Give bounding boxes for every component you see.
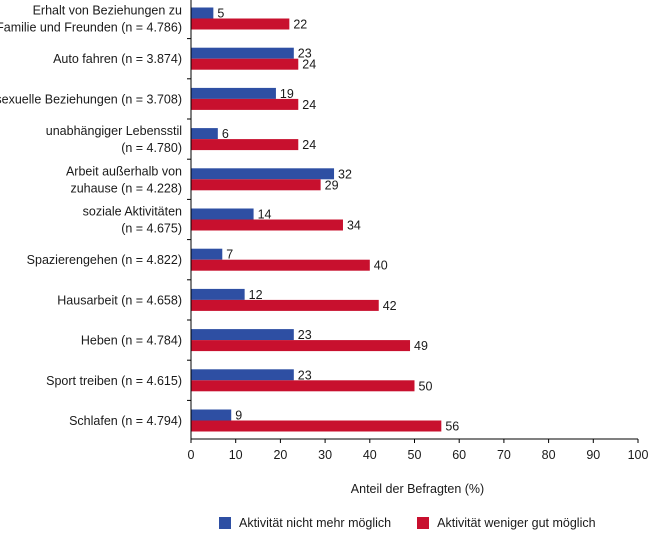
x-tick-label: 40 bbox=[363, 448, 377, 462]
data-label: 12 bbox=[249, 288, 263, 302]
bar-less-possible bbox=[191, 98, 299, 110]
x-tick-label: 60 bbox=[452, 448, 466, 462]
category-label: Auto fahren (n = 3.874) bbox=[53, 52, 182, 66]
x-tick-label: 30 bbox=[318, 448, 332, 462]
data-label: 6 bbox=[222, 127, 229, 141]
data-label: 7 bbox=[226, 248, 233, 262]
bar-less-possible bbox=[191, 219, 343, 231]
x-tick-label: 0 bbox=[188, 448, 195, 462]
x-tick-label: 50 bbox=[408, 448, 422, 462]
category-label: Sport treiben (n = 4.615) bbox=[46, 374, 182, 388]
legend: Aktivität nicht mehr möglich Aktivität w… bbox=[219, 516, 622, 530]
data-label: 19 bbox=[280, 87, 294, 101]
bar-not-possible bbox=[191, 329, 294, 341]
category-label: Hausarbeit (n = 4.658) bbox=[57, 293, 182, 307]
legend-swatch-blue bbox=[219, 517, 231, 529]
bar-less-possible bbox=[191, 380, 415, 392]
x-tick-label: 80 bbox=[542, 448, 556, 462]
data-label: 50 bbox=[419, 379, 433, 393]
data-label: 14 bbox=[258, 208, 272, 222]
bar-not-possible bbox=[191, 369, 294, 381]
x-tick-label: 20 bbox=[273, 448, 287, 462]
data-label: 49 bbox=[414, 339, 428, 353]
data-label: 24 bbox=[302, 98, 316, 112]
category-label: Spazierengehen (n = 4.822) bbox=[27, 253, 182, 267]
x-tick-label: 70 bbox=[497, 448, 511, 462]
data-label: 23 bbox=[298, 368, 312, 382]
legend-swatch-red bbox=[417, 517, 430, 529]
category-label: unabhängiger Lebensstil (n = 4.780) bbox=[46, 124, 182, 155]
bar-less-possible bbox=[191, 340, 411, 352]
bar-not-possible bbox=[191, 208, 254, 220]
bar-less-possible bbox=[191, 18, 290, 30]
data-label: 23 bbox=[298, 47, 312, 61]
category-label: sexuelle Beziehungen (n = 3.708) bbox=[0, 92, 182, 106]
data-label: 24 bbox=[302, 58, 316, 72]
bar-less-possible bbox=[191, 420, 442, 432]
x-tick-label: 100 bbox=[628, 448, 649, 462]
bars-group bbox=[191, 7, 442, 432]
category-label: Erhalt von Beziehungen zu Familie und Fre… bbox=[0, 4, 182, 35]
bar-less-possible bbox=[191, 259, 370, 271]
bar-less-possible bbox=[191, 58, 299, 70]
x-axis-title: Anteil der Befragten (%) bbox=[351, 482, 484, 496]
bar-less-possible bbox=[191, 299, 379, 311]
bar-not-possible bbox=[191, 288, 245, 300]
data-label: 32 bbox=[338, 167, 352, 181]
category-label: soziale Aktivitäten (n = 4.675) bbox=[83, 205, 182, 236]
legend-label-less-possible: Aktivität weniger gut möglich bbox=[437, 516, 596, 530]
data-label: 22 bbox=[293, 18, 307, 32]
bar-not-possible bbox=[191, 409, 232, 421]
bar-not-possible bbox=[191, 128, 218, 140]
data-label: 5 bbox=[217, 7, 224, 21]
category-label: Schlafen (n = 4.794) bbox=[69, 414, 182, 428]
data-label: 23 bbox=[298, 328, 312, 342]
bar-not-possible bbox=[191, 7, 214, 19]
legend-item-not-possible: Aktivität nicht mehr möglich bbox=[219, 516, 391, 530]
data-label: 56 bbox=[445, 420, 459, 434]
data-label: 42 bbox=[383, 299, 397, 313]
data-label: 29 bbox=[325, 178, 339, 192]
bar-less-possible bbox=[191, 139, 299, 151]
data-label: 40 bbox=[374, 259, 388, 273]
x-tick-label: 90 bbox=[586, 448, 600, 462]
bar-not-possible bbox=[191, 47, 294, 59]
bar-not-possible bbox=[191, 168, 335, 180]
data-label: 9 bbox=[235, 409, 242, 423]
legend-item-less-possible: Aktivität weniger gut möglich bbox=[417, 516, 596, 530]
category-label: Heben (n = 4.784) bbox=[81, 334, 182, 348]
legend-label-not-possible: Aktivität nicht mehr möglich bbox=[239, 516, 392, 530]
bar-less-possible bbox=[191, 179, 321, 191]
category-labels: Erhalt von Beziehungen zu Familie und Fre… bbox=[0, 4, 182, 429]
bar-not-possible bbox=[191, 87, 276, 99]
bar-not-possible bbox=[191, 248, 223, 260]
data-label: 34 bbox=[347, 219, 361, 233]
data-label: 24 bbox=[302, 138, 316, 152]
x-tick-label: 10 bbox=[229, 448, 243, 462]
category-label: Arbeit außerhalb von zuhause (n = 4.228) bbox=[66, 164, 182, 195]
axes: 0 10 20 30 40 50 60 70 80 90 100 bbox=[187, 0, 648, 462]
